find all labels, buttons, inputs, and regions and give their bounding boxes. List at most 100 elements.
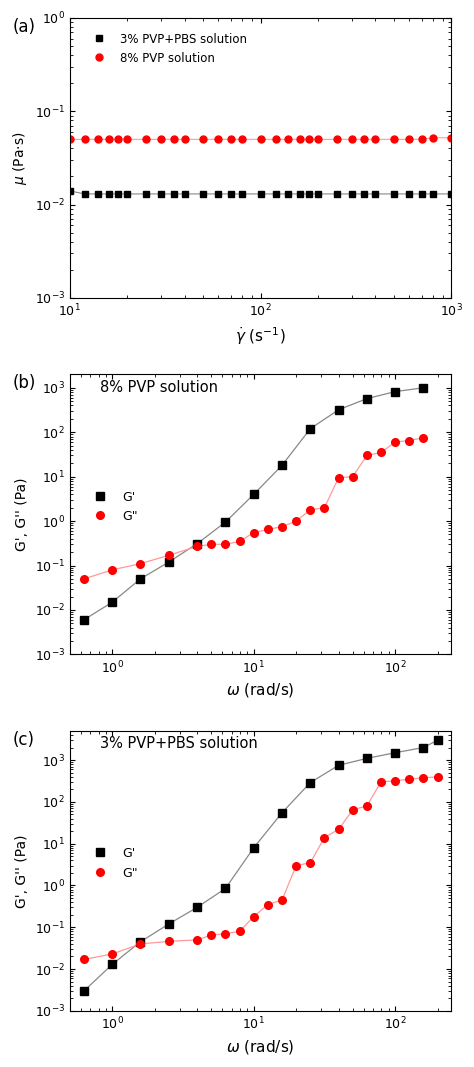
8% PVP solution bbox=[124, 133, 130, 146]
G' bbox=[308, 776, 313, 789]
G' bbox=[223, 882, 228, 895]
Text: 3% PVP+PBS solution: 3% PVP+PBS solution bbox=[100, 736, 258, 751]
Text: (c): (c) bbox=[12, 731, 35, 749]
8% PVP solution bbox=[307, 133, 312, 146]
G' bbox=[279, 807, 285, 819]
G' bbox=[336, 759, 341, 771]
X-axis label: $\omega$ (rad/s): $\omega$ (rad/s) bbox=[227, 682, 295, 699]
G" bbox=[209, 928, 214, 941]
3% PVP+PBS solution bbox=[116, 188, 121, 201]
8% PVP solution bbox=[215, 133, 221, 146]
G" bbox=[137, 938, 143, 951]
Legend: G', G": G', G" bbox=[83, 487, 142, 527]
8% PVP solution bbox=[448, 131, 454, 144]
G" bbox=[166, 935, 172, 947]
Text: (a): (a) bbox=[12, 18, 36, 36]
3% PVP+PBS solution bbox=[334, 188, 339, 201]
Line: G": G" bbox=[80, 434, 427, 583]
G' bbox=[420, 742, 426, 754]
8% PVP solution bbox=[182, 133, 188, 146]
G" bbox=[137, 557, 143, 570]
G' bbox=[392, 746, 398, 759]
3% PVP+PBS solution bbox=[362, 188, 367, 201]
8% PVP solution bbox=[362, 133, 367, 146]
8% PVP solution bbox=[95, 133, 100, 146]
8% PVP solution bbox=[67, 133, 73, 146]
8% PVP solution bbox=[201, 133, 206, 146]
8% PVP solution bbox=[143, 133, 148, 146]
3% PVP+PBS solution bbox=[82, 188, 88, 201]
Legend: G', G": G', G" bbox=[83, 844, 142, 883]
G" bbox=[308, 857, 313, 870]
G" bbox=[392, 435, 398, 448]
G" bbox=[81, 953, 87, 966]
8% PVP solution bbox=[315, 133, 321, 146]
3% PVP+PBS solution bbox=[406, 188, 412, 201]
G" bbox=[223, 927, 228, 940]
8% PVP solution bbox=[349, 133, 355, 146]
G" bbox=[194, 540, 200, 553]
G' bbox=[81, 614, 87, 626]
Line: 3% PVP+PBS solution: 3% PVP+PBS solution bbox=[67, 188, 455, 197]
8% PVP solution bbox=[406, 133, 412, 146]
X-axis label: $\dot{\gamma}$ (s$^{-1}$): $\dot{\gamma}$ (s$^{-1}$) bbox=[235, 325, 286, 347]
Y-axis label: G', G'' (Pa): G', G'' (Pa) bbox=[15, 834, 29, 908]
3% PVP+PBS solution bbox=[124, 188, 130, 201]
Line: G": G" bbox=[80, 773, 442, 964]
G" bbox=[237, 535, 242, 547]
8% PVP solution bbox=[158, 133, 164, 146]
G" bbox=[364, 799, 370, 812]
G" bbox=[279, 521, 285, 534]
G' bbox=[81, 985, 87, 998]
G' bbox=[420, 381, 426, 394]
3% PVP+PBS solution bbox=[258, 188, 264, 201]
G" bbox=[194, 934, 200, 946]
G' bbox=[166, 918, 172, 930]
G" bbox=[265, 523, 271, 536]
3% PVP+PBS solution bbox=[297, 188, 302, 201]
3% PVP+PBS solution bbox=[95, 188, 100, 201]
G' bbox=[194, 538, 200, 551]
G" bbox=[237, 925, 242, 938]
G' bbox=[137, 573, 143, 586]
G" bbox=[407, 434, 412, 447]
G' bbox=[308, 423, 313, 435]
G' bbox=[435, 734, 440, 747]
G' bbox=[166, 556, 172, 569]
3% PVP+PBS solution bbox=[373, 188, 378, 201]
G" bbox=[265, 898, 271, 911]
G" bbox=[166, 548, 172, 561]
8% PVP solution bbox=[297, 133, 302, 146]
G" bbox=[336, 823, 341, 835]
G' bbox=[364, 393, 370, 405]
8% PVP solution bbox=[334, 133, 339, 146]
G" bbox=[364, 449, 370, 462]
G" bbox=[223, 538, 228, 551]
8% PVP solution bbox=[373, 133, 378, 146]
Legend: 3% PVP+PBS solution, 8% PVP solution: 3% PVP+PBS solution, 8% PVP solution bbox=[83, 30, 250, 68]
G' bbox=[109, 958, 115, 971]
G" bbox=[392, 775, 398, 787]
8% PVP solution bbox=[419, 133, 425, 146]
3% PVP+PBS solution bbox=[349, 188, 355, 201]
Line: G': G' bbox=[80, 384, 427, 623]
G" bbox=[293, 859, 299, 872]
8% PVP solution bbox=[239, 133, 245, 146]
Line: G': G' bbox=[80, 736, 442, 994]
3% PVP+PBS solution bbox=[106, 188, 111, 201]
G" bbox=[336, 472, 341, 484]
G' bbox=[279, 459, 285, 472]
3% PVP+PBS solution bbox=[171, 188, 176, 201]
G" bbox=[279, 893, 285, 906]
8% PVP solution bbox=[391, 133, 397, 146]
G" bbox=[109, 947, 115, 960]
3% PVP+PBS solution bbox=[430, 188, 436, 201]
3% PVP+PBS solution bbox=[67, 185, 73, 197]
3% PVP+PBS solution bbox=[215, 188, 221, 201]
G" bbox=[407, 773, 412, 785]
3% PVP+PBS solution bbox=[182, 188, 188, 201]
8% PVP solution bbox=[286, 133, 292, 146]
G" bbox=[420, 771, 426, 784]
3% PVP+PBS solution bbox=[286, 188, 292, 201]
G' bbox=[364, 752, 370, 765]
